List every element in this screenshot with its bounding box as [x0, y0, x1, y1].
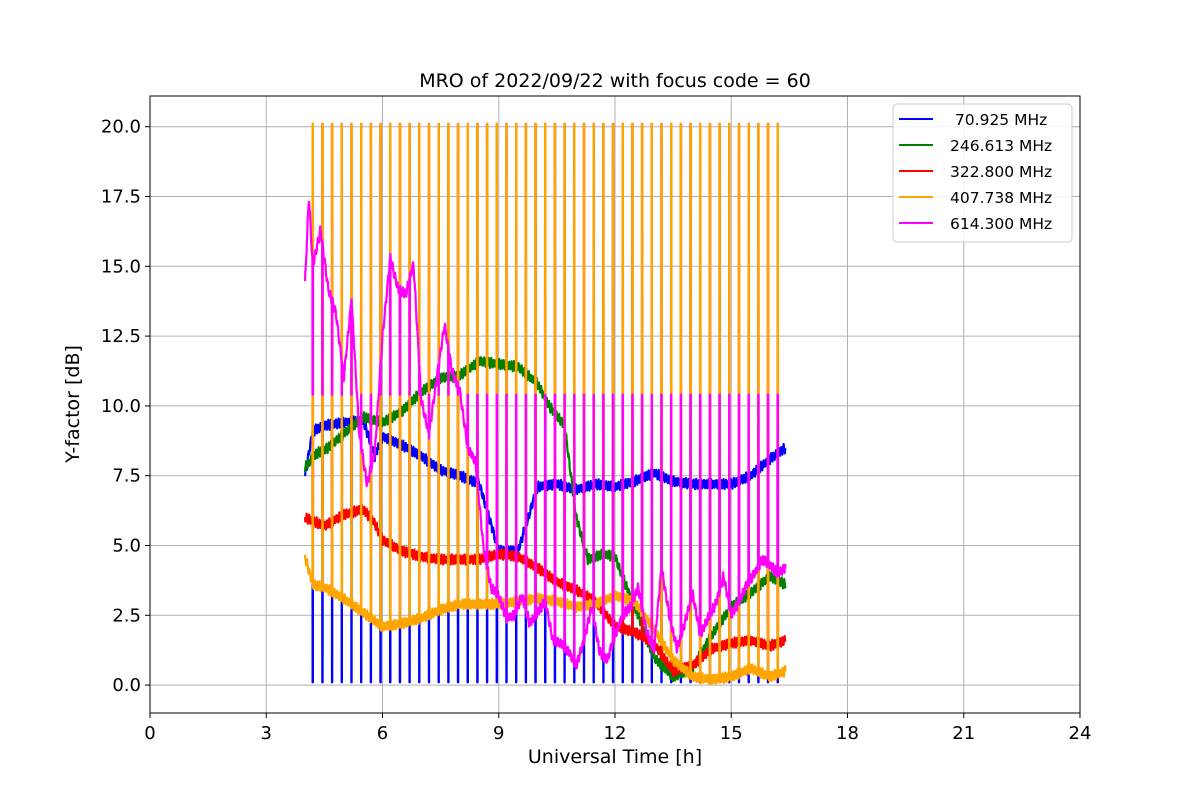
series-line: [303, 414, 787, 684]
series-line: [303, 122, 787, 686]
legend: 70.925 MHz 246.613 MHz 322.800 MHz 407.738 …: [892, 103, 1073, 243]
legend-box: [892, 103, 1073, 243]
legend-label: 70.925 MHz: [950, 111, 1047, 129]
y-tick-label: 17.5: [101, 187, 141, 208]
y-tick-label: 20.0: [101, 117, 141, 138]
x-tick-label: 24: [1069, 723, 1092, 744]
x-tick-label: 0: [144, 723, 155, 744]
x-axis-label: Universal Time [h]: [528, 746, 702, 768]
plot-series: [303, 122, 787, 686]
y-tick-label: 12.5: [101, 326, 141, 347]
legend-label: 407.738 MHz: [950, 189, 1052, 207]
x-tick-label: 18: [836, 723, 859, 744]
legend-label: 614.300 MHz: [950, 215, 1052, 233]
y-tick-label: 5.0: [112, 535, 141, 556]
x-tick-label: 3: [261, 723, 272, 744]
y-tick-label: 7.5: [112, 466, 141, 487]
y-tick-label: 0.0: [112, 675, 141, 696]
x-axis-ticks: 0 3 6 9 12 15 18 21 24: [144, 713, 1091, 744]
x-tick-label: 21: [952, 723, 975, 744]
x-tick-label: 9: [493, 723, 504, 744]
legend-label: 322.800 MHz: [950, 163, 1052, 181]
y-tick-label: 10.0: [101, 396, 141, 417]
y-axis-label: Y-factor [dB]: [62, 345, 84, 464]
x-tick-label: 15: [720, 723, 743, 744]
x-tick-label: 12: [604, 723, 627, 744]
y-tick-label: 2.5: [112, 605, 141, 626]
chart-title: MRO of 2022/09/22 with focus code = 60: [419, 70, 811, 92]
series-line: [303, 200, 787, 670]
x-tick-label: 6: [377, 723, 388, 744]
y-axis-ticks: 0.0 2.5 5.0 7.5 10.0 12.5 15.0 17.5 20.0: [101, 117, 150, 696]
legend-label: 246.613 MHz: [950, 137, 1052, 155]
y-tick-label: 15.0: [101, 256, 141, 277]
